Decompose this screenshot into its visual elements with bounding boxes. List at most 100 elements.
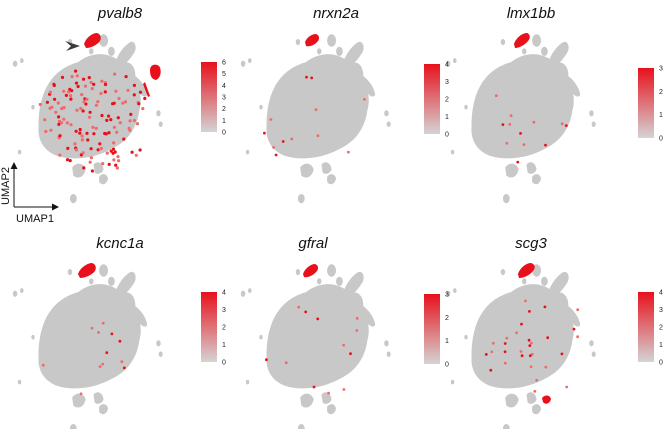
panel-gfral: gfral bbox=[240, 235, 391, 429]
expressed-cell bbox=[314, 108, 318, 112]
colorbar-gradient-pvalb8 bbox=[201, 62, 217, 132]
expressed-cell bbox=[66, 146, 70, 150]
expressed-cell bbox=[118, 339, 122, 343]
highlight-cluster-lmx1bb bbox=[514, 33, 530, 48]
expressed-cell bbox=[112, 141, 116, 145]
expressed-cell bbox=[576, 335, 579, 339]
expressed-cell bbox=[84, 102, 88, 106]
expressed-cell bbox=[38, 102, 42, 107]
panel-title-gfral: gfral bbox=[298, 235, 328, 252]
expressed-cell bbox=[126, 88, 130, 92]
expressed-cell bbox=[97, 331, 100, 334]
expressed-cells-nrxn2a bbox=[263, 75, 366, 157]
colorbar-tick-nrxn2a-4: 4 bbox=[445, 62, 449, 69]
expressed-cell bbox=[89, 80, 93, 85]
expressed-cell bbox=[532, 120, 536, 124]
expressed-cell bbox=[107, 131, 111, 135]
umap1-label: UMAP1 bbox=[16, 213, 54, 225]
colorbar-tick-pvalb8-1: 1 bbox=[222, 118, 226, 125]
expressed-cell bbox=[494, 94, 498, 98]
expressed-cell bbox=[347, 150, 350, 154]
colorbar-tick-nrxn2a-3: 3 bbox=[445, 79, 449, 86]
umap2-arrowhead bbox=[10, 162, 18, 169]
colorbar-ticks-lmx1bb: 0 1 2 3 bbox=[659, 66, 663, 143]
expressed-cell bbox=[530, 352, 534, 356]
expressed-cell bbox=[103, 82, 108, 87]
expressed-cell bbox=[509, 114, 513, 118]
expressed-cell bbox=[85, 131, 89, 135]
expressed-cell bbox=[130, 150, 134, 154]
expressed-cell bbox=[64, 93, 68, 97]
expressed-cell bbox=[134, 153, 138, 157]
expressed-cell bbox=[524, 299, 527, 303]
expressed-cell bbox=[98, 142, 102, 146]
expressed-cell bbox=[75, 74, 79, 78]
expressed-cell bbox=[115, 130, 119, 134]
expressed-cell bbox=[132, 93, 136, 97]
expressed-cell bbox=[272, 146, 275, 149]
expressed-cell bbox=[129, 112, 133, 116]
expressed-cell bbox=[310, 76, 314, 80]
expressed-cell bbox=[529, 365, 533, 369]
expressed-cell bbox=[117, 159, 121, 163]
umap-axes-indicator: UMAP2 UMAP1 bbox=[0, 162, 59, 225]
expressed-cell bbox=[342, 343, 345, 347]
panel-lmx1bb: lmx1bb bbox=[445, 5, 596, 204]
expressed-cell bbox=[50, 105, 54, 109]
colorbar-gfral: 0 1 2 3 bbox=[424, 292, 449, 369]
expressed-cell bbox=[105, 151, 109, 155]
expressed-cell bbox=[327, 391, 330, 395]
expressed-cell bbox=[128, 119, 132, 123]
expressed-cell bbox=[528, 354, 532, 358]
colorbar-tick-scg3-1: 1 bbox=[659, 342, 663, 349]
expressed-cell bbox=[112, 158, 116, 162]
expressed-cell bbox=[363, 98, 366, 101]
expressed-cell bbox=[528, 344, 532, 347]
expressed-cell bbox=[141, 107, 145, 111]
expressed-cell bbox=[355, 329, 359, 332]
expressed-cell bbox=[342, 388, 346, 391]
expressed-cell bbox=[263, 131, 266, 135]
colorbar-gradient-nrxn2a bbox=[424, 64, 440, 134]
expressed-cell bbox=[85, 97, 89, 101]
expressed-cell bbox=[70, 89, 74, 93]
expressed-cell bbox=[69, 123, 73, 127]
expressed-cell bbox=[503, 342, 507, 345]
expressed-cell bbox=[80, 134, 84, 138]
expressed-cell bbox=[113, 72, 117, 76]
expressed-cell bbox=[522, 143, 526, 147]
expressed-cell bbox=[489, 368, 493, 372]
expressed-cell bbox=[123, 100, 128, 104]
colorbar-tick-nrxn2a-1: 1 bbox=[445, 114, 449, 121]
expressed-cell bbox=[530, 341, 533, 345]
expressed-cell bbox=[501, 123, 505, 126]
expressed-cell bbox=[53, 97, 57, 101]
expressed-cell bbox=[74, 129, 78, 133]
expressed-cell bbox=[82, 100, 86, 104]
colorbar-tick-kcnc1a-3: 3 bbox=[222, 307, 226, 314]
expressed-cell bbox=[121, 101, 125, 105]
umap1-arrowhead bbox=[52, 203, 59, 211]
expressed-cell bbox=[107, 162, 111, 166]
expressed-cell bbox=[81, 109, 85, 113]
expressed-cell bbox=[76, 84, 80, 89]
expressed-cell bbox=[281, 140, 285, 143]
expressed-cell bbox=[92, 82, 96, 86]
expressed-cell bbox=[312, 385, 316, 389]
expressed-cells-scg3 bbox=[484, 299, 580, 393]
panel-scg3: scg3 bbox=[445, 235, 596, 429]
expressed-cell bbox=[56, 101, 60, 105]
colorbar-tick-scg3-4: 4 bbox=[659, 290, 663, 297]
expressed-cell bbox=[79, 106, 83, 111]
colorbar-tick-nrxn2a-0: 0 bbox=[445, 132, 449, 139]
panel-kcnc1a: kcnc1a bbox=[12, 235, 163, 429]
expressed-cell bbox=[111, 151, 115, 155]
expressed-cell bbox=[305, 75, 308, 79]
expressed-cell bbox=[138, 90, 143, 94]
expressed-cell bbox=[138, 148, 142, 152]
expressed-cell bbox=[69, 94, 73, 98]
expressed-cell bbox=[60, 121, 64, 125]
expressed-cell bbox=[565, 385, 569, 389]
colorbar-tick-gfral-3: 3 bbox=[445, 292, 449, 299]
expressed-cell bbox=[560, 122, 564, 126]
